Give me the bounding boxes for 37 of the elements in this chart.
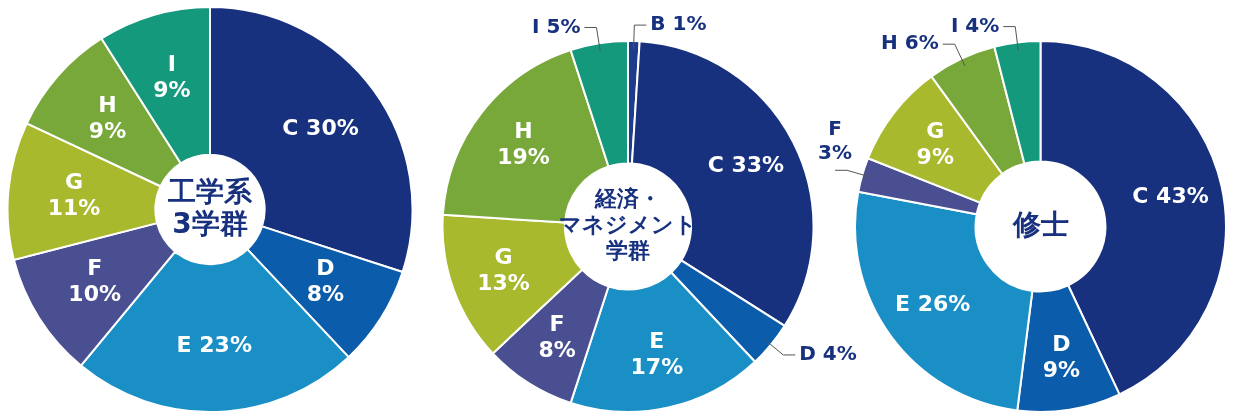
slice-label: F	[549, 310, 565, 336]
text: 修士	[1011, 207, 1069, 241]
data-label: 10%	[68, 281, 122, 307]
slice-label: H	[98, 91, 117, 117]
data-label: 9%	[1042, 356, 1081, 382]
text: 工学系3学群	[167, 174, 253, 240]
slice-label: F	[828, 116, 842, 141]
slice-label: H 6%	[881, 30, 939, 55]
slice-label: E 23%	[176, 331, 252, 357]
text: 経済・マネジメント学群	[559, 186, 697, 264]
data-label: 9%	[153, 77, 191, 103]
slice-label: G	[494, 244, 513, 270]
data-label: 9%	[916, 143, 954, 169]
slice-label: C 43%	[1132, 183, 1209, 209]
slice-label: C 30%	[282, 114, 359, 140]
data-label: 3%	[818, 140, 852, 165]
slice-label: G	[926, 117, 945, 143]
slice-label: E	[649, 328, 665, 354]
slice-label: I 4%	[950, 12, 1000, 37]
slice-label: G	[64, 169, 84, 195]
slice-label: H	[514, 118, 533, 144]
data-label: 13%	[477, 270, 530, 296]
slice-label: B 1%	[650, 11, 707, 36]
data-label: 11%	[47, 195, 101, 221]
slice-label: D	[1052, 330, 1071, 356]
slice-label: D 4%	[799, 341, 857, 366]
data-label: 19%	[497, 144, 550, 170]
slice-label: I	[167, 51, 176, 77]
data-label: 17%	[630, 354, 684, 380]
slice-label: E 26%	[895, 290, 971, 316]
data-label: 8%	[538, 336, 576, 362]
slice-label: C 33%	[707, 152, 785, 178]
slice-label: F	[87, 255, 103, 281]
slice-label: I 5%	[532, 13, 581, 38]
data-label: 9%	[88, 117, 127, 143]
slice-label: D	[316, 255, 335, 281]
data-label: 8%	[306, 281, 344, 307]
